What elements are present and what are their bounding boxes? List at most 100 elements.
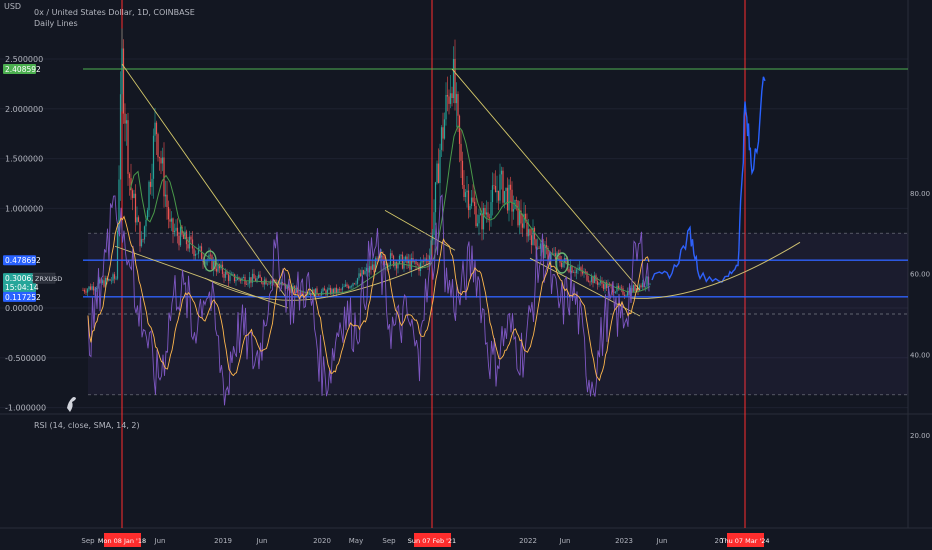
candle-body xyxy=(131,190,134,198)
candle-body xyxy=(113,274,116,279)
candle-body xyxy=(578,267,581,270)
trend-line-1 xyxy=(121,63,286,297)
candle-body xyxy=(454,58,456,104)
candle-body xyxy=(484,207,486,215)
drawings[interactable] xyxy=(67,63,908,412)
candle-body xyxy=(463,184,465,198)
candle-body xyxy=(449,93,452,104)
price-tick-label: 1.500000 xyxy=(5,155,43,164)
candle-body xyxy=(400,254,402,256)
candle-body xyxy=(487,212,489,218)
candle-body xyxy=(253,273,255,279)
candle-body xyxy=(559,255,561,263)
candle-body xyxy=(295,288,297,293)
candle-body xyxy=(356,278,359,284)
candle-body xyxy=(272,279,275,282)
time-tick-label: 2019 xyxy=(214,537,232,545)
time-highlight-badge xyxy=(414,533,451,547)
candle-body xyxy=(470,197,473,207)
candle-body xyxy=(502,170,504,203)
dinosaur-icon xyxy=(67,397,76,412)
candle-body xyxy=(524,213,527,221)
candle-body xyxy=(218,264,221,269)
candle-body xyxy=(619,287,621,289)
candle-body xyxy=(500,170,503,175)
price-badge xyxy=(3,63,36,74)
candle-body xyxy=(526,220,528,237)
candle-body xyxy=(133,193,135,198)
candle-body xyxy=(482,207,485,230)
candle-body xyxy=(572,272,575,273)
candle-body xyxy=(238,277,240,279)
rsi-label[interactable]: RSI (14, close, SMA, 14, 2) xyxy=(34,421,140,430)
candle-body xyxy=(518,210,521,226)
rsi-tick-label: 60.00 xyxy=(910,271,930,279)
candle-body xyxy=(581,270,584,274)
candle-body xyxy=(287,285,290,289)
time-highlight-label: Sun 07 Feb '21 xyxy=(408,537,456,545)
candle-body xyxy=(527,229,530,237)
candle-body xyxy=(205,260,207,265)
rsi-ma-line xyxy=(87,215,650,382)
price-tick-label: 2.000000 xyxy=(5,105,43,114)
rsi-line xyxy=(87,194,650,406)
candle-body xyxy=(538,247,540,249)
candle-body xyxy=(374,258,377,272)
candle-body xyxy=(452,58,455,99)
price-tick-label: 0.000000 xyxy=(5,304,43,313)
candle-body xyxy=(140,239,143,247)
candle-body xyxy=(283,283,285,284)
candle-body xyxy=(215,268,218,272)
candle-body xyxy=(293,286,296,293)
candle-body xyxy=(245,284,248,285)
candle-body xyxy=(169,219,171,222)
time-axis[interactable]: Sep Jun 2019 Jun 2020 May Sep 2022 Jun 2023 Jun 20 M… xyxy=(81,533,770,547)
candle-body xyxy=(464,192,467,198)
candle-body xyxy=(110,280,113,282)
candle-body xyxy=(199,246,201,248)
candle-body xyxy=(334,287,336,294)
candle-body xyxy=(322,288,324,292)
candle-body xyxy=(466,190,468,193)
candle-body xyxy=(145,219,147,227)
candle-body xyxy=(530,235,533,245)
currency-badge-label: ZRXUSD xyxy=(35,275,62,283)
candle-body xyxy=(224,271,227,278)
candle-body xyxy=(350,286,353,287)
candle-body xyxy=(506,187,509,211)
candle-body xyxy=(539,243,542,249)
price-axis[interactable]: 2.500000 2.000000 1.500000 1.000000 0.000000… xyxy=(3,55,930,440)
candle-body xyxy=(620,287,623,289)
candle-body xyxy=(593,275,596,284)
candle-body xyxy=(154,122,156,136)
indicator-label[interactable]: Daily Lines xyxy=(34,19,78,28)
candle-body xyxy=(82,290,84,291)
price-badge-label: 0.300622 xyxy=(5,274,41,283)
candle-body xyxy=(451,93,453,99)
candle-body xyxy=(379,256,381,258)
candle-body xyxy=(478,214,480,224)
candle-body xyxy=(443,119,446,139)
candle-body xyxy=(197,247,200,254)
candle-body xyxy=(329,287,332,295)
candle-body xyxy=(568,269,570,273)
price-badge xyxy=(3,291,36,302)
candle-body xyxy=(371,264,374,270)
price-badge xyxy=(3,255,36,266)
candle-body xyxy=(365,268,368,272)
candle-body xyxy=(521,223,524,228)
candle-body xyxy=(296,288,299,293)
candle-body xyxy=(212,261,215,270)
candle-body xyxy=(166,194,168,208)
candle-body xyxy=(172,218,174,233)
circle-marker-2 xyxy=(555,252,569,274)
candle-body xyxy=(407,259,410,264)
symbol-title[interactable]: 0x / United States Dollar, 1D, COINBASE xyxy=(34,8,195,17)
candle-body xyxy=(616,285,618,292)
candle-body xyxy=(562,262,564,267)
candle-body xyxy=(128,173,131,179)
candle-body xyxy=(343,286,345,288)
candle-body xyxy=(368,266,371,273)
candle-body xyxy=(442,127,444,139)
